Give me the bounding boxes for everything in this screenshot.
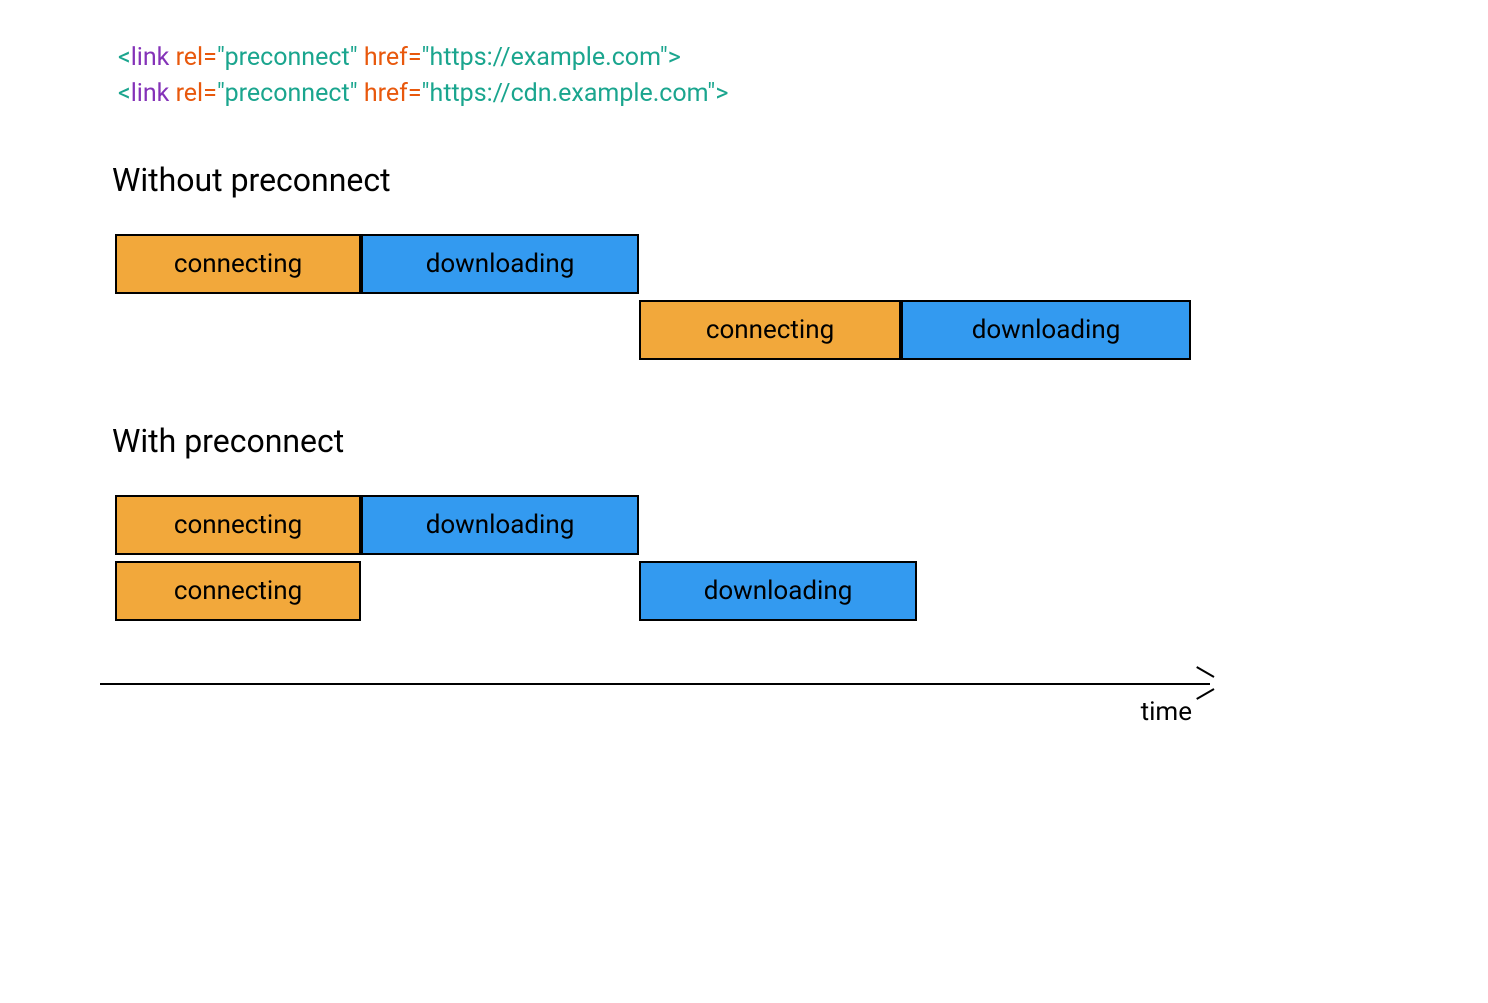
timeline-row: connecting downloading xyxy=(115,234,1193,294)
code-token: href= xyxy=(364,79,422,108)
axis-line xyxy=(100,683,1210,685)
code-block: <link rel="preconnect" href="https://exa… xyxy=(118,40,1488,113)
timeline-with: connecting downloading connecting downlo… xyxy=(115,495,1193,621)
code-token: > xyxy=(668,43,681,72)
time-axis: time xyxy=(100,683,1210,685)
bar-connecting: connecting xyxy=(115,495,361,555)
code-line-1: <link rel="preconnect" href="https://exa… xyxy=(118,40,1488,76)
section-title-without: Without preconnect xyxy=(112,161,1488,199)
diagram-container: <link rel="preconnect" href="https://exa… xyxy=(0,40,1488,685)
timeline-without: connecting downloading connecting downlo… xyxy=(115,234,1193,360)
code-token: "preconnect" xyxy=(217,79,358,108)
code-token: < xyxy=(118,79,131,108)
code-token: link xyxy=(131,79,170,108)
bar-connecting: connecting xyxy=(115,234,361,294)
code-token: > xyxy=(715,79,728,108)
code-line-2: <link rel="preconnect" href="https://cdn… xyxy=(118,76,1488,112)
code-token: rel= xyxy=(176,79,217,108)
code-token: "preconnect" xyxy=(217,43,358,72)
axis-label: time xyxy=(1141,697,1192,727)
bar-connecting: connecting xyxy=(639,300,901,360)
timeline-row: connecting downloading xyxy=(115,561,1193,621)
code-token: href= xyxy=(364,43,422,72)
code-token: "https://example.com" xyxy=(422,43,668,72)
bar-downloading: downloading xyxy=(361,495,639,555)
bar-downloading: downloading xyxy=(361,234,639,294)
bar-downloading: downloading xyxy=(901,300,1191,360)
section-title-with: With preconnect xyxy=(112,422,1488,460)
timeline-row: connecting downloading xyxy=(115,495,1193,555)
code-token: < xyxy=(118,43,131,72)
code-token: link xyxy=(131,43,170,72)
bar-connecting: connecting xyxy=(115,561,361,621)
bar-downloading: downloading xyxy=(639,561,917,621)
code-token: rel= xyxy=(176,43,217,72)
timeline-row: connecting downloading xyxy=(115,300,1193,360)
code-token: "https://cdn.example.com" xyxy=(422,79,716,108)
